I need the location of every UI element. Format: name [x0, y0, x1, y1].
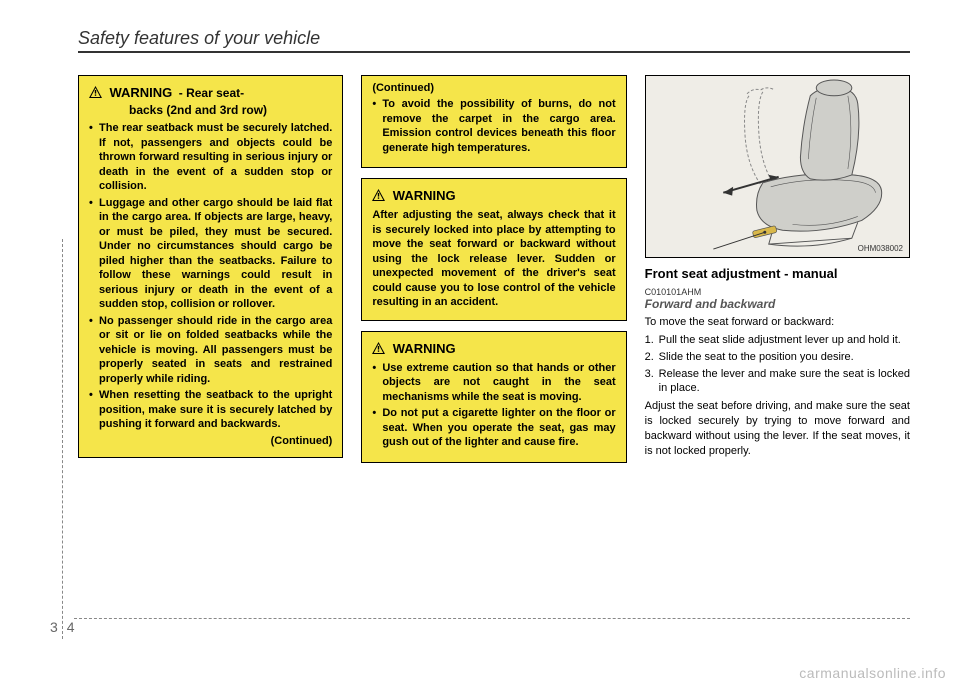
step-item: 1.Pull the seat slide adjustment lever u… — [645, 333, 910, 348]
warning-caution-hands: WARNING Use extreme caution so that hand… — [361, 331, 626, 463]
warning-head: WARNING — [393, 188, 456, 203]
page-number-section: 3 — [50, 599, 62, 635]
outro-para: Adjust the seat before driving, and make… — [645, 399, 910, 458]
warning-head: WARNING — [393, 341, 456, 356]
steps-list: 1.Pull the seat slide adjustment lever u… — [645, 333, 910, 396]
warning-item: Do not put a cigarette lighter on the fl… — [372, 406, 615, 450]
step-item: 3.Release the lever and make sure the se… — [645, 367, 910, 397]
warning-seat-locked: WARNING After adjusting the seat, always… — [361, 178, 626, 321]
section-title: Front seat adjustment - manual — [645, 266, 910, 281]
column-2: (Continued) To avoid the possibility of … — [361, 75, 626, 473]
continued-marker: (Continued) — [89, 435, 332, 447]
warning-item: Use extreme caution so that hands or oth… — [372, 361, 615, 405]
warning-body: After adjusting the seat, always check t… — [372, 208, 615, 310]
step-item: 2.Slide the seat to the position you des… — [645, 350, 910, 365]
figure-code: OHM038002 — [858, 244, 903, 253]
warning-continued-burns: (Continued) To avoid the possibility of … — [361, 75, 626, 168]
warning-subhead-inline: - Rear seat- — [179, 86, 244, 100]
header-rule — [78, 51, 910, 53]
page-header-title: Safety features of your vehicle — [78, 28, 910, 49]
warning-icon — [372, 189, 385, 201]
columns: WARNING - Rear seat- backs (2nd and 3rd … — [78, 75, 910, 473]
page-number-divider — [62, 239, 63, 639]
footer-dashed-line — [74, 618, 910, 619]
warning-head: WARNING — [109, 85, 172, 100]
warning-item: The rear seatback must be securely latch… — [89, 121, 332, 194]
continued-label: (Continued) — [372, 82, 615, 94]
watermark: carmanualsonline.info — [799, 665, 946, 681]
page-number: 3 4 — [50, 599, 75, 639]
warning-rear-seatbacks: WARNING - Rear seat- backs (2nd and 3rd … — [78, 75, 343, 458]
step-text: Release the lever and make sure the seat… — [659, 368, 910, 395]
warning-subhead-block: backs (2nd and 3rd row) — [129, 103, 332, 117]
column-3: OHM038002 Front seat adjustment - manual… — [645, 75, 910, 473]
step-text: Slide the seat to the position you desir… — [659, 351, 854, 363]
warning-icon — [89, 86, 102, 98]
column-1: WARNING - Rear seat- backs (2nd and 3rd … — [78, 75, 343, 473]
seat-illustration — [646, 76, 909, 257]
page-number-page: 4 — [63, 599, 75, 635]
warning-item: No passenger should ride in the cargo ar… — [89, 314, 332, 387]
section-subtitle: Forward and backward — [645, 297, 910, 311]
warning-list: Use extreme caution so that hands or oth… — [372, 361, 615, 450]
warning-item: Luggage and other cargo should be laid f… — [89, 196, 332, 312]
step-text: Pull the seat slide adjustment lever up … — [659, 334, 901, 346]
warning-list: The rear seatback must be securely latch… — [89, 121, 332, 432]
section-code: C010101AHM — [645, 287, 910, 297]
warning-item: When resetting the seatback to the uprig… — [89, 388, 332, 432]
seat-figure: OHM038002 — [645, 75, 910, 258]
intro-para: To move the seat forward or backward: — [645, 315, 910, 330]
warning-list: To avoid the possibility of burns, do no… — [372, 97, 615, 155]
warning-item: To avoid the possibility of burns, do no… — [372, 97, 615, 155]
warning-icon — [372, 342, 385, 354]
